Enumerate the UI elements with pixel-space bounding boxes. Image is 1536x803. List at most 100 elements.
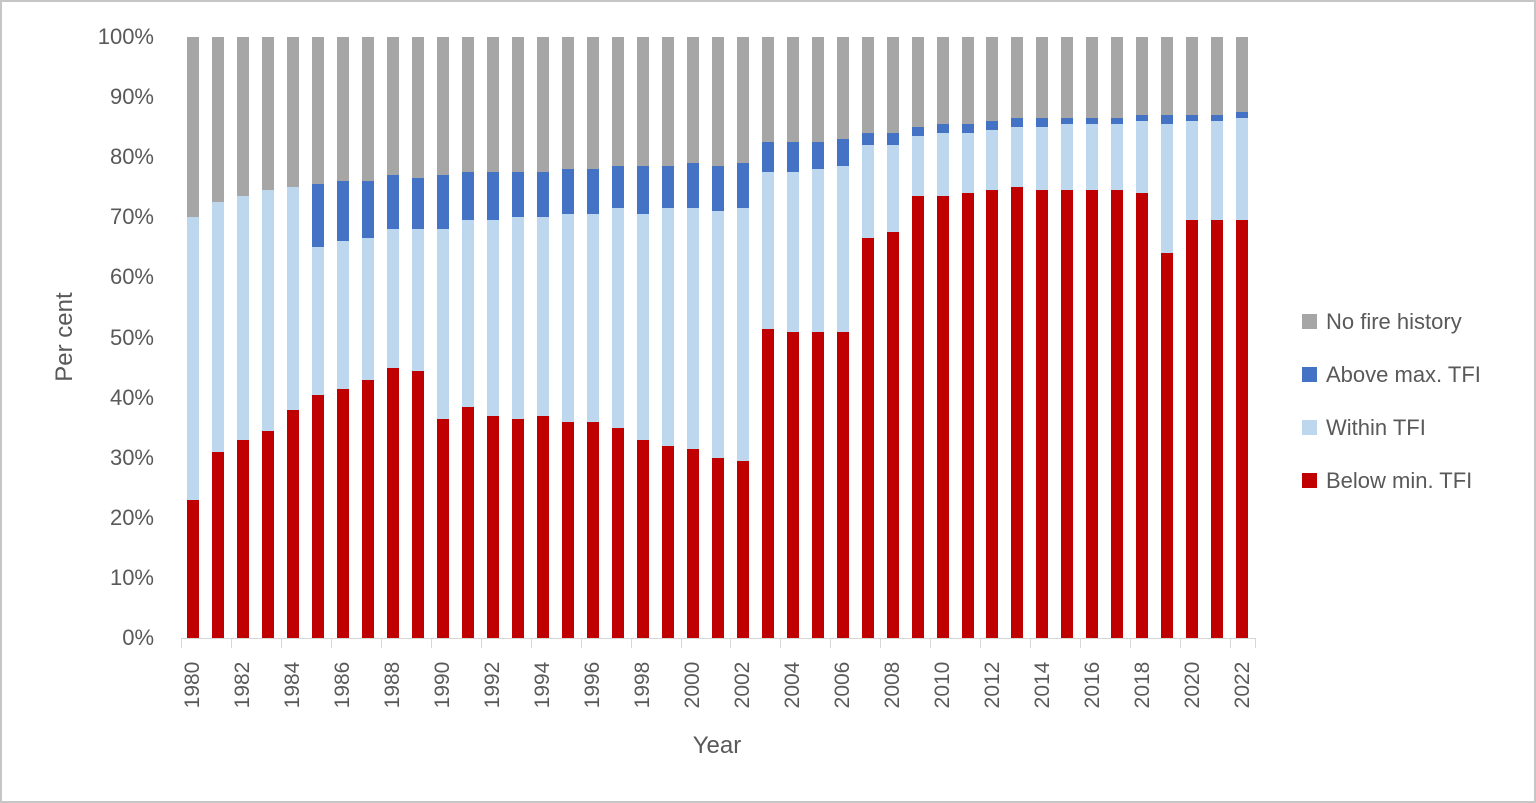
bar-column-1992 bbox=[481, 37, 506, 638]
bar-2015-segment-no-fire-history bbox=[1061, 37, 1074, 119]
bar-2018-segment-within-tfi bbox=[1136, 121, 1149, 194]
bar-1991-segment-no-fire-history bbox=[462, 37, 475, 173]
x-tick-label-2014: 2014 bbox=[1030, 661, 1054, 709]
bar-2013-segment-above-max-tfi bbox=[1011, 118, 1024, 128]
bar-column-2005 bbox=[805, 37, 830, 638]
y-tick-label-40: 40% bbox=[109, 384, 154, 410]
bar-2003-segment-below-min-tfi bbox=[761, 328, 774, 638]
bar-2017-segment-below-min-tfi bbox=[1111, 190, 1124, 638]
bar-column-2016 bbox=[1080, 37, 1105, 638]
bar-1980-segment-below-min-tfi bbox=[187, 499, 200, 638]
bar-1996-segment-above-max-tfi bbox=[586, 169, 599, 215]
bar-column-1988 bbox=[381, 37, 406, 638]
legend-label: Above max. TFI bbox=[1326, 361, 1481, 387]
bar-1996-segment-below-min-tfi bbox=[586, 421, 599, 638]
bar-1993-segment-no-fire-history bbox=[512, 37, 525, 173]
bar-2019-segment-above-max-tfi bbox=[1161, 115, 1174, 125]
bar-1988-segment-within-tfi bbox=[387, 229, 400, 368]
x-tick-label-2004: 2004 bbox=[780, 661, 804, 709]
bar-column-1996 bbox=[581, 37, 606, 638]
bar-2003-segment-no-fire-history bbox=[761, 37, 774, 143]
bar-1998 bbox=[636, 37, 649, 638]
bar-column-1997 bbox=[605, 37, 630, 638]
x-axis-tick bbox=[1180, 638, 1182, 648]
bar-1985-segment-within-tfi bbox=[312, 247, 325, 395]
bar-2019 bbox=[1161, 37, 1174, 638]
bar-1980 bbox=[187, 37, 200, 638]
bar-2004-segment-within-tfi bbox=[786, 172, 799, 332]
x-axis-tick bbox=[480, 638, 482, 648]
bar-1992-segment-below-min-tfi bbox=[487, 415, 500, 638]
legend-item-no-fire-history: No fire history bbox=[1302, 308, 1481, 335]
y-tick-label-50: 50% bbox=[109, 324, 154, 350]
bar-column-1990 bbox=[431, 37, 456, 638]
bar-1995-segment-below-min-tfi bbox=[562, 421, 575, 638]
y-tick-label-70: 70% bbox=[109, 204, 154, 230]
bar-2008-segment-below-min-tfi bbox=[886, 232, 899, 638]
bar-1981-segment-below-min-tfi bbox=[212, 451, 225, 638]
bar-1997-segment-within-tfi bbox=[611, 208, 624, 428]
bar-2008-segment-no-fire-history bbox=[886, 37, 899, 134]
bar-1994-segment-above-max-tfi bbox=[537, 172, 550, 218]
bar-1993-segment-above-max-tfi bbox=[512, 172, 525, 218]
bar-2011-segment-within-tfi bbox=[961, 133, 974, 194]
x-axis-tick bbox=[630, 638, 632, 648]
bar-2012-segment-within-tfi bbox=[986, 130, 999, 191]
x-axis-tick bbox=[1030, 638, 1032, 648]
bar-2013-segment-below-min-tfi bbox=[1011, 187, 1024, 638]
bar-1985-segment-above-max-tfi bbox=[312, 184, 325, 248]
legend-swatch-icon bbox=[1302, 473, 1317, 488]
bar-2009 bbox=[911, 37, 924, 638]
bar-2017-segment-no-fire-history bbox=[1111, 37, 1124, 119]
bar-column-2009 bbox=[905, 37, 930, 638]
bar-2014-segment-above-max-tfi bbox=[1036, 118, 1049, 128]
bar-2020-segment-below-min-tfi bbox=[1186, 220, 1199, 638]
bar-2017-segment-above-max-tfi bbox=[1111, 118, 1124, 125]
bar-2016 bbox=[1086, 37, 1099, 638]
bar-2014-segment-below-min-tfi bbox=[1036, 190, 1049, 638]
bar-1982-segment-within-tfi bbox=[237, 196, 250, 440]
bar-column-2022 bbox=[1230, 37, 1255, 638]
bar-2001-segment-within-tfi bbox=[711, 211, 724, 458]
bar-1988-segment-no-fire-history bbox=[387, 37, 400, 176]
bar-2007-segment-below-min-tfi bbox=[861, 238, 874, 638]
bar-2000 bbox=[686, 37, 699, 638]
legend-label: No fire history bbox=[1326, 308, 1462, 334]
bar-2015 bbox=[1061, 37, 1074, 638]
bar-series-container bbox=[181, 37, 1255, 638]
bar-2011-segment-below-min-tfi bbox=[961, 193, 974, 638]
bar-column-1985 bbox=[306, 37, 331, 638]
bar-1985-segment-below-min-tfi bbox=[312, 394, 325, 638]
x-tick-label-1982: 1982 bbox=[231, 661, 255, 709]
bar-column-1982 bbox=[231, 37, 256, 638]
bar-column-2014 bbox=[1030, 37, 1055, 638]
x-tick-label-2010: 2010 bbox=[930, 661, 954, 709]
x-axis-title: Year bbox=[692, 732, 742, 759]
x-tick-label-2008: 2008 bbox=[880, 661, 904, 709]
bar-2022-segment-no-fire-history bbox=[1236, 37, 1249, 113]
x-tick-label-1996: 1996 bbox=[581, 661, 605, 709]
x-axis-tick bbox=[1255, 638, 1256, 648]
bar-2003-segment-within-tfi bbox=[761, 172, 774, 329]
bar-1980-segment-no-fire-history bbox=[187, 37, 200, 218]
bar-1995-segment-above-max-tfi bbox=[562, 169, 575, 215]
y-tick-label-60: 60% bbox=[109, 264, 154, 290]
x-axis-tick bbox=[380, 638, 382, 648]
bar-2007 bbox=[861, 37, 874, 638]
bar-2015-segment-within-tfi bbox=[1061, 124, 1074, 191]
bar-1987-segment-below-min-tfi bbox=[362, 379, 375, 638]
bar-2004-segment-above-max-tfi bbox=[786, 142, 799, 173]
bar-1986 bbox=[337, 37, 350, 638]
bar-column-1989 bbox=[406, 37, 431, 638]
bar-1996-segment-within-tfi bbox=[586, 214, 599, 422]
bar-1997-segment-below-min-tfi bbox=[611, 427, 624, 638]
bar-2016-segment-within-tfi bbox=[1086, 124, 1099, 191]
bar-2001 bbox=[711, 37, 724, 638]
bar-1990-segment-within-tfi bbox=[437, 229, 450, 419]
bar-2002-segment-above-max-tfi bbox=[736, 163, 749, 209]
bar-1981 bbox=[212, 37, 225, 638]
bar-2022 bbox=[1236, 37, 1249, 638]
bar-2005-segment-within-tfi bbox=[811, 169, 824, 332]
bar-1988-segment-above-max-tfi bbox=[387, 175, 400, 230]
bar-1994-segment-within-tfi bbox=[537, 217, 550, 416]
